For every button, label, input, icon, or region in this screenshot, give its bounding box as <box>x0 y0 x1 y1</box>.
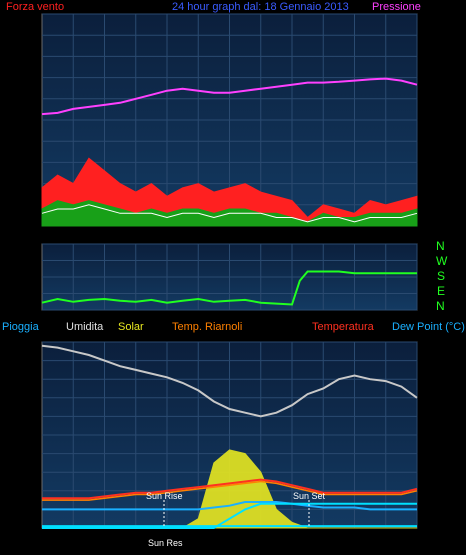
compass-w: W <box>436 254 448 268</box>
temperature-series-line <box>42 478 418 500</box>
temp-riarnoli-series-line <box>42 480 418 501</box>
sun-set-label: Sun Set <box>293 491 326 501</box>
compass-n1: N <box>436 239 445 253</box>
legend-temp-riarnoli: Temp. Riarnoli <box>172 321 242 333</box>
compass-s: S <box>437 269 445 283</box>
wind-force-label: Forza vento <box>6 1 64 13</box>
series-7-line <box>42 502 417 529</box>
chart-title: 24 hour graph dal: 18 Gennaio 2013 <box>172 1 349 13</box>
legend-solar: Solar <box>118 321 144 333</box>
pressure-label: Pressione <box>372 1 421 13</box>
legend-dew-point: Dew Point (°C) <box>392 321 465 333</box>
dew-point-series-line <box>42 501 417 511</box>
series-3-line <box>41 204 418 223</box>
direction-series-line <box>41 270 417 306</box>
legend-umidita: Umidita <box>66 321 104 333</box>
compass-n2: N <box>436 299 445 313</box>
wind-series-area <box>41 157 418 227</box>
legend-temperatura: Temperatura <box>312 321 375 333</box>
compass: N W S E N <box>436 239 448 313</box>
legend-pioggia: Pioggia <box>2 321 40 333</box>
pressure-series-line <box>41 77 418 116</box>
compass-e: E <box>437 284 445 298</box>
sun-res-label: Sun Res <box>148 538 183 548</box>
humidity-series-line <box>41 344 418 418</box>
sun-rise-label: Sun Rise <box>146 491 183 501</box>
